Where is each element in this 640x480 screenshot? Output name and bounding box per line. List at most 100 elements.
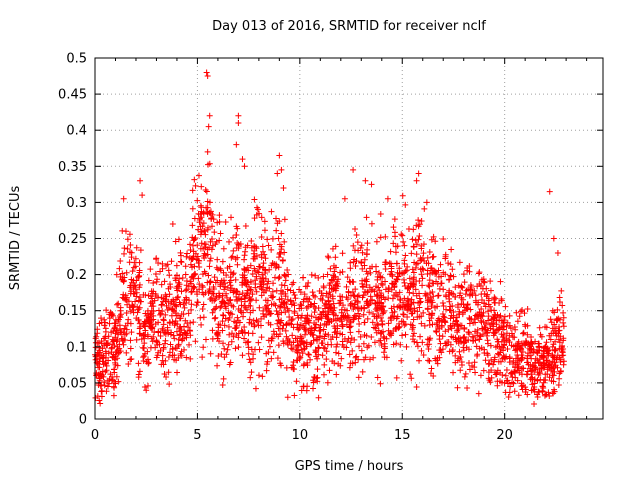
data-point [133,277,140,284]
data-point [555,336,562,343]
data-point [397,341,404,348]
data-point [189,222,196,229]
data-point [204,226,211,233]
data-point [178,352,185,359]
data-point [204,208,211,215]
data-point [166,291,173,298]
data-point [182,317,189,324]
data-point [111,378,118,385]
data-point [162,330,169,337]
data-point [265,319,272,326]
data-point [513,309,520,316]
data-point [458,359,465,366]
data-point [241,265,248,272]
data-point [471,316,478,323]
data-point [360,292,367,299]
data-point [437,340,444,347]
data-point [292,295,299,302]
data-point [414,314,421,321]
data-point [251,253,258,260]
data-point [256,210,263,217]
data-point [491,307,498,314]
data-point [312,272,319,279]
data-point [121,250,128,257]
data-point [208,216,215,223]
data-point [410,281,417,288]
data-point [166,349,173,356]
data-point [148,325,155,332]
data-point [440,286,447,293]
data-point [360,340,367,347]
data-point [300,383,307,390]
data-point [192,271,199,278]
data-point [420,266,427,273]
data-point [225,323,232,330]
data-point [278,290,285,297]
data-point [382,233,389,240]
data-point [426,277,433,284]
data-point [379,310,386,317]
data-point [380,349,387,356]
data-point [463,287,470,294]
x-axis-label: GPS time / hours [295,459,404,474]
data-point [214,256,221,263]
data-point [219,318,226,325]
x-tick-label: 15 [394,428,411,443]
data-point [198,321,205,328]
data-point [366,284,373,291]
data-point [447,307,454,314]
data-point [514,367,521,374]
data-point [429,267,436,274]
data-point [202,231,209,238]
data-point [170,332,177,339]
data-point [509,334,516,341]
data-point [217,304,224,311]
data-point [259,271,266,278]
data-point [400,311,407,318]
data-point [281,282,288,289]
data-point [425,260,432,267]
data-point [407,280,414,287]
data-point [239,282,246,289]
data-point [547,336,554,343]
data-point [515,392,522,399]
data-point [153,255,160,262]
data-point [456,355,463,362]
data-point [396,265,403,272]
data-point [290,365,297,372]
data-point [266,309,273,316]
data-point [481,346,488,353]
data-point [209,211,216,218]
data-point [241,266,248,273]
data-point [251,215,258,222]
data-point [117,314,124,321]
data-point [467,286,474,293]
data-point [201,228,208,235]
data-point [363,250,370,257]
data-point [163,373,170,380]
data-point [401,242,408,249]
data-point [154,339,161,346]
data-point [333,371,340,378]
data-point [278,230,285,237]
data-point [392,233,399,240]
data-point [269,294,276,301]
data-point [424,306,431,313]
data-point [205,161,212,168]
data-point [346,351,353,358]
data-point [176,275,183,282]
data-point [220,245,227,252]
data-point [319,352,326,359]
data-point [413,339,420,346]
data-point [453,317,460,324]
data-point [268,208,275,215]
data-point [136,294,143,301]
data-point [326,367,333,374]
data-point [373,291,380,298]
data-point [190,272,197,279]
data-point [366,301,373,308]
data-point [205,272,212,279]
data-point [337,362,344,369]
data-point [325,254,332,261]
data-point [262,287,269,294]
